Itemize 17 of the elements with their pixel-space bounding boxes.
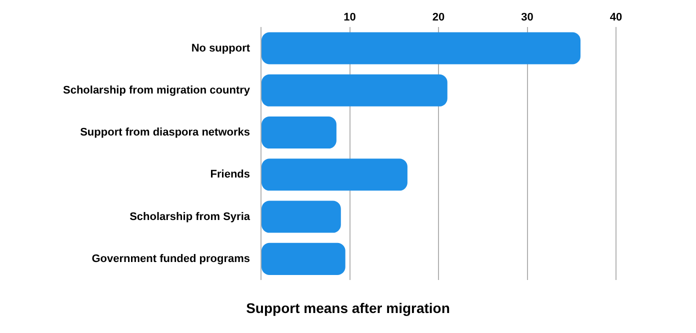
y-tick-label: Friends [210, 168, 250, 181]
x-tick-label: 30 [521, 12, 534, 24]
x-tick-label: 10 [344, 12, 356, 24]
y-tick-label: Scholarship from migration country [62, 84, 251, 96]
bar [262, 32, 580, 64]
bar [262, 116, 336, 149]
x-tick-label: 20 [432, 12, 445, 24]
y-tick-label: Scholarship from Syria [130, 210, 251, 223]
bar [262, 242, 346, 275]
y-tick-label: Support from diaspora networks [80, 126, 250, 139]
y-tick-label: No support [191, 42, 250, 54]
bar [262, 200, 341, 233]
bar [262, 158, 408, 191]
x-axis-title: Support means after migration [245, 300, 451, 316]
x-tick-label: 40 [610, 12, 622, 24]
y-tick-label: Government funded programs [92, 252, 250, 265]
bar [262, 74, 448, 106]
